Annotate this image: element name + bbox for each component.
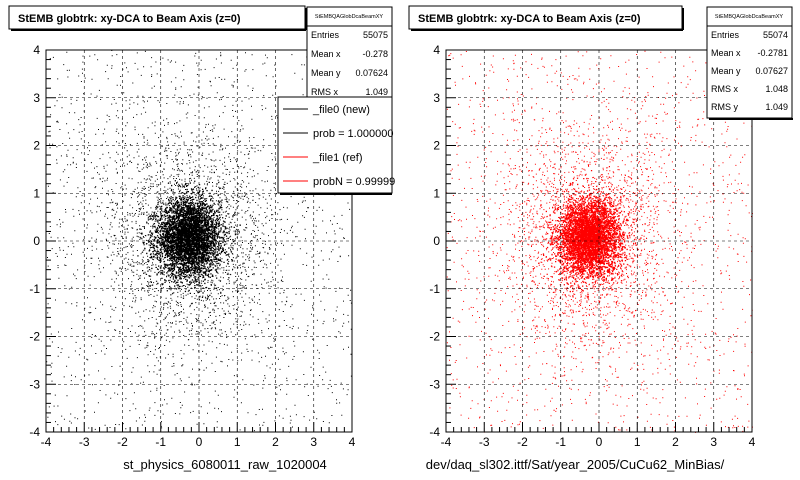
left-stats-meany-value: 0.07624 bbox=[355, 68, 388, 78]
y-tick-label: -3 bbox=[429, 377, 440, 391]
legend-entry-0: _file0 (new) bbox=[312, 104, 370, 116]
x-tick-label: -2 bbox=[117, 435, 128, 449]
y-tick-label: -1 bbox=[429, 282, 440, 296]
x-tick-label: -1 bbox=[555, 435, 566, 449]
x-tick-label: -4 bbox=[41, 435, 52, 449]
y-tick-label: -4 bbox=[29, 425, 40, 439]
x-tick-label: -4 bbox=[441, 435, 452, 449]
y-tick-label: 1 bbox=[433, 186, 440, 200]
right-stats-meany-label: Mean y bbox=[711, 66, 741, 76]
y-tick-label: 4 bbox=[433, 43, 440, 57]
right-stats-rmsy-value: 1.049 bbox=[765, 102, 788, 112]
left-stats-rmsx-value: 1.049 bbox=[365, 87, 388, 97]
left-stats-entries-label: Entries bbox=[311, 30, 340, 40]
x-tick-label: 3 bbox=[710, 435, 717, 449]
y-tick-label: -1 bbox=[29, 282, 40, 296]
right-stats-name: StEMBQAGlobDcaBeamXY bbox=[715, 14, 783, 20]
scatter-points bbox=[446, 50, 753, 433]
y-tick-label: -3 bbox=[29, 377, 40, 391]
x-tick-label: 0 bbox=[596, 435, 603, 449]
left-grid bbox=[46, 50, 352, 432]
y-tick-label: -4 bbox=[429, 425, 440, 439]
x-tick-label: 0 bbox=[196, 435, 203, 449]
y-tick-label: 4 bbox=[33, 43, 40, 57]
x-tick-label: -1 bbox=[155, 435, 166, 449]
y-tick-label: 2 bbox=[33, 139, 40, 153]
x-tick-label: 2 bbox=[672, 435, 679, 449]
right-stats-meany-value: 0.07627 bbox=[755, 66, 788, 76]
right-chart-title: StEMB globtrk: xy-DCA to Beam Axis (z=0) bbox=[418, 13, 641, 25]
y-tick-label: 2 bbox=[433, 139, 440, 153]
y-tick-label: 3 bbox=[433, 91, 440, 105]
right-title-box: StEMB globtrk: xy-DCA to Beam Axis (z=0) bbox=[408, 5, 684, 31]
legend-entry-1: prob = 1.000000 bbox=[313, 128, 393, 140]
legend-box: _file0 (new) prob = 1.000000 _file1 (ref… bbox=[277, 96, 395, 195]
x-tick-label: 1 bbox=[634, 435, 641, 449]
x-tick-label: -2 bbox=[517, 435, 528, 449]
left-panel: -4 -3 -2 -1 0 1 2 3 4 -4 -3 -2 -1 0 1 2 3 4 StEMB globtrk… bbox=[8, 5, 395, 472]
right-x-axis-title: dev/daq_sl302.ittf/Sat/year_2005/CuCu62_… bbox=[426, 457, 725, 472]
right-grid bbox=[446, 50, 752, 432]
legend-entry-2: _file1 (ref) bbox=[312, 152, 363, 164]
y-tick-label: 1 bbox=[33, 186, 40, 200]
left-x-axis-title: st_physics_6080011_raw_1020004 bbox=[123, 457, 327, 472]
right-stats-meanx-label: Mean x bbox=[711, 48, 741, 58]
right-axis-ticks: -4 -3 -2 -1 0 1 2 3 4 -4 -3 -2 -1 0 1 2 3 4 bbox=[429, 43, 755, 449]
right-panel: -4 -3 -2 -1 0 1 2 3 4 -4 -3 -2 -1 0 1 2 3 4 StEMB globtrk… bbox=[408, 5, 793, 472]
x-tick-label: -3 bbox=[479, 435, 490, 449]
legend-entry-3: probN = 0.99999 bbox=[313, 176, 395, 188]
x-tick-label: 2 bbox=[272, 435, 279, 449]
x-tick-label: 4 bbox=[749, 435, 756, 449]
left-title-box: StEMB globtrk: xy-DCA to Beam Axis (z=0) bbox=[8, 5, 307, 31]
left-stats-rmsx-label: RMS x bbox=[311, 87, 339, 97]
right-stats-rmsx-value: 1.048 bbox=[765, 84, 788, 94]
right-stats-entries-label: Entries bbox=[711, 30, 740, 40]
x-tick-label: 1 bbox=[234, 435, 241, 449]
x-tick-label: -3 bbox=[79, 435, 90, 449]
left-axis-ticks: -4 -3 -2 -1 0 1 2 3 4 -4 -3 -2 -1 0 1 2 3 4 bbox=[29, 43, 355, 449]
y-tick-label: -2 bbox=[29, 330, 40, 344]
right-stats-box: StEMBQAGlobDcaBeamXY Entries 55074 Mean … bbox=[706, 6, 793, 120]
right-stats-entries-value: 55074 bbox=[763, 30, 788, 40]
y-tick-label: 0 bbox=[433, 234, 440, 248]
y-tick-label: 0 bbox=[33, 234, 40, 248]
right-stats-rmsy-label: RMS y bbox=[711, 102, 739, 112]
left-stats-meanx-value: -0.278 bbox=[362, 49, 388, 59]
left-stats-name: StEMBQAGlobDcaBeamXY bbox=[315, 14, 383, 20]
x-tick-label: 4 bbox=[349, 435, 356, 449]
legend-frame bbox=[277, 96, 393, 194]
left-stats-entries-value: 55075 bbox=[363, 30, 388, 40]
left-stats-meany-label: Mean y bbox=[311, 68, 341, 78]
right-stats-meanx-value: -0.2781 bbox=[757, 48, 788, 58]
left-stats-meanx-label: Mean x bbox=[311, 49, 341, 59]
y-tick-label: -2 bbox=[429, 330, 440, 344]
left-chart-title: StEMB globtrk: xy-DCA to Beam Axis (z=0) bbox=[18, 13, 241, 25]
right-stats-rmsx-label: RMS x bbox=[711, 84, 739, 94]
right-scatter-points bbox=[446, 50, 753, 433]
x-tick-label: 3 bbox=[310, 435, 317, 449]
left-stats-box: StEMBQAGlobDcaBeamXY Entries 55075 Mean … bbox=[306, 6, 393, 106]
y-tick-label: 3 bbox=[33, 91, 40, 105]
